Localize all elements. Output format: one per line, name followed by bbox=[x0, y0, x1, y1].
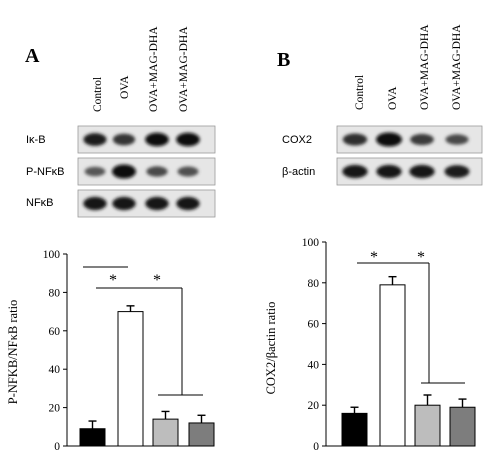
chart-a: P-NFKB/NFκB ratio 0 20 40 60 80 100 * * bbox=[6, 249, 215, 453]
y-tick-label-0-0: 0 bbox=[54, 441, 60, 453]
panel-a-blots bbox=[77, 125, 216, 218]
bar-1-3 bbox=[449, 406, 476, 447]
y-tick-label-1-0: 0 bbox=[313, 441, 319, 453]
blot-label-a-2: NFκB bbox=[26, 197, 54, 209]
band-0-2-1 bbox=[112, 196, 136, 211]
y-axis-label-a: P-NFKB/NFκB ratio bbox=[6, 300, 20, 405]
blot-label-b-1: β-actin bbox=[282, 166, 315, 178]
blot-label-a-1: P-NFκB bbox=[26, 166, 65, 178]
sig-star-0-0: * bbox=[109, 272, 117, 289]
band-1-1-2 bbox=[409, 164, 435, 179]
y-tick-label-0-5: 100 bbox=[43, 249, 61, 261]
band-0-2-0 bbox=[83, 196, 107, 211]
panel-b-letter: B bbox=[277, 49, 290, 71]
y-tick-label-1-2: 40 bbox=[308, 359, 320, 371]
band-1-0-2 bbox=[410, 133, 434, 146]
y-tick-label-0-1: 20 bbox=[49, 403, 61, 415]
lane-label-a-3: OVA+MAG-DHA bbox=[178, 26, 190, 112]
bar-0-1 bbox=[117, 311, 144, 447]
band-0-0-1 bbox=[112, 133, 136, 146]
y-tick-label-1-4: 80 bbox=[308, 278, 320, 290]
sig-star-0-1: * bbox=[153, 272, 161, 289]
bar-0-0 bbox=[79, 428, 106, 447]
bar-1-1 bbox=[379, 284, 406, 447]
y-tick-label-1-1: 20 bbox=[308, 400, 320, 412]
lane-label-b-0: Control bbox=[354, 75, 366, 110]
sig-star-1-1: * bbox=[417, 249, 425, 266]
band-0-1-1 bbox=[112, 164, 136, 179]
band-1-1-3 bbox=[444, 165, 470, 178]
panel-b-blots bbox=[336, 125, 483, 186]
chart-b: COX2/βactin ratio 0 20 40 60 80 100 * * bbox=[264, 237, 476, 453]
blot-label-a-0: Iκ-B bbox=[26, 134, 46, 146]
band-0-0-0 bbox=[83, 133, 107, 146]
bar-1-2 bbox=[414, 404, 441, 447]
bar-0-2 bbox=[152, 418, 179, 447]
lane-label-a-1: OVA bbox=[119, 75, 131, 99]
lane-label-b-3: OVA+MAG-DHA bbox=[451, 24, 463, 110]
band-0-1-2 bbox=[146, 166, 168, 177]
y-tick-label-1-5: 100 bbox=[302, 237, 320, 249]
y-tick-label-0-4: 80 bbox=[49, 287, 61, 299]
bar-1-0 bbox=[341, 412, 368, 447]
bar-0-3 bbox=[188, 422, 215, 447]
lane-label-a-2: OVA+MAG-DHA bbox=[148, 26, 160, 112]
y-tick-label-0-3: 60 bbox=[49, 326, 61, 338]
lane-label-a-0: Control bbox=[92, 77, 104, 112]
band-0-2-3 bbox=[176, 196, 200, 211]
band-0-0-2 bbox=[145, 132, 169, 147]
panel-a-letter: A bbox=[25, 45, 40, 67]
panel-b-lane-labels: Control OVA OVA+MAG-DHA OVA+MAG-DHA bbox=[354, 24, 463, 110]
band-1-1-0 bbox=[342, 164, 368, 179]
band-1-1-1 bbox=[376, 164, 402, 179]
y-tick-label-0-2: 40 bbox=[49, 364, 61, 376]
lane-label-b-1: OVA bbox=[387, 86, 399, 110]
lane-label-b-2: OVA+MAG-DHA bbox=[419, 24, 431, 110]
band-0-0-3 bbox=[176, 132, 200, 147]
y-axis-label-b: COX2/βactin ratio bbox=[264, 302, 278, 395]
band-1-0-1 bbox=[376, 132, 402, 147]
panel-a-lane-labels: Control OVA OVA+MAG-DHA OVA+MAG-DHA bbox=[92, 26, 190, 112]
sig-star-1-0: * bbox=[370, 249, 378, 266]
blot-label-b-0: COX2 bbox=[282, 134, 312, 146]
band-1-0-3 bbox=[445, 134, 469, 145]
band-0-1-0 bbox=[84, 166, 106, 177]
band-1-0-0 bbox=[342, 133, 368, 146]
band-0-2-2 bbox=[145, 196, 169, 211]
band-0-1-3 bbox=[177, 166, 199, 177]
y-tick-label-1-3: 60 bbox=[308, 319, 320, 331]
